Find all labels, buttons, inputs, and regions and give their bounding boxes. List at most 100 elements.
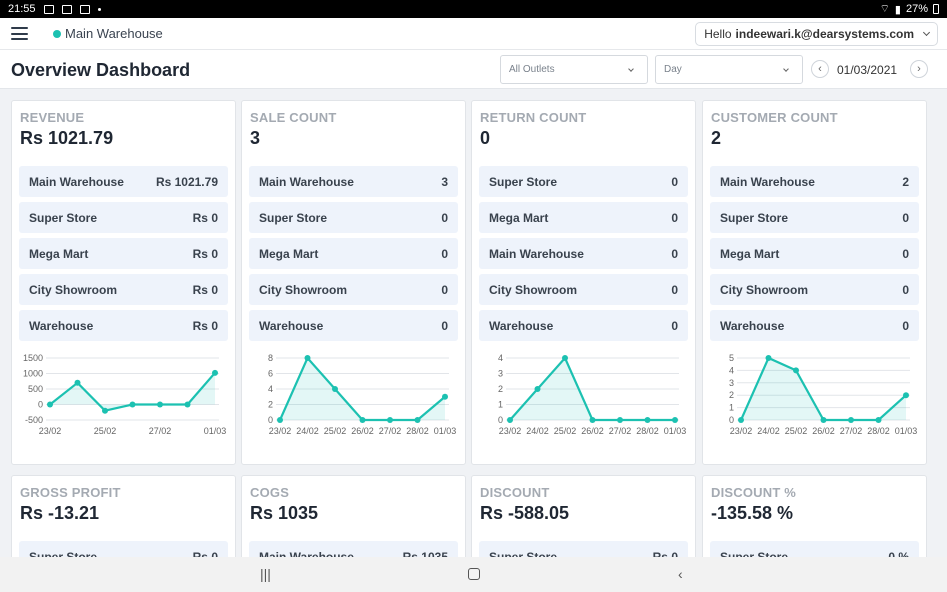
- list-item: City Showroom Rs 0: [19, 274, 228, 305]
- outlet-name: Warehouse: [720, 318, 785, 333]
- period-select[interactable]: Day: [655, 55, 803, 84]
- list-item: Mega Mart Rs 0: [19, 238, 228, 269]
- status-bar: 21:55 ⌔ ▮ 27%: [0, 0, 947, 18]
- battery-level: 27%: [905, 3, 928, 15]
- y-tick-label: 4: [268, 384, 273, 394]
- greeting: Hello: [704, 27, 732, 41]
- card-value: Rs -588.05: [480, 503, 570, 523]
- menu-icon[interactable]: [11, 27, 28, 40]
- chevron-down-icon: [922, 28, 931, 37]
- card-title: DISCOUNT %: [711, 485, 797, 500]
- outlet-name: Warehouse: [489, 318, 554, 333]
- outlet-name: Mega Mart: [259, 246, 319, 261]
- list-item: Main Warehouse 0: [479, 238, 688, 269]
- card-title: COGS: [250, 485, 290, 500]
- user-menu[interactable]: Hello indeewari.k@dearsystems.com: [695, 22, 938, 46]
- x-tick-label: 01/03: [434, 426, 457, 436]
- x-tick-label: 24/02: [526, 426, 549, 436]
- outlet-value: 0: [671, 318, 678, 333]
- back-button[interactable]: ‹: [678, 566, 683, 582]
- outlet-name: Mega Mart: [29, 246, 89, 261]
- status-time: 21:55: [8, 3, 36, 15]
- y-tick-label: 5: [729, 353, 734, 363]
- outlet-select-value: All Outlets: [509, 64, 555, 75]
- trend-chart: 8 6 4 2 023/02 24/02 25/02 26/02 27/02 28/02 01/03: [268, 353, 457, 436]
- outlet-breakdown-list: Main Warehouse 2 Super Store 0 Mega Mart 0 Cit…: [710, 166, 919, 346]
- outlet-value: Rs 0: [192, 210, 218, 225]
- outlet-value: Rs 1021.79: [155, 174, 218, 189]
- location-status-dot: [53, 29, 61, 38]
- card-value: 0: [480, 128, 491, 148]
- y-tick-label: 4: [729, 365, 734, 375]
- next-date-button[interactable]: ›: [910, 60, 928, 78]
- x-tick-label: 25/02: [94, 426, 117, 436]
- outlet-value: 0: [671, 174, 678, 189]
- data-point: [765, 355, 772, 361]
- x-tick-label: 26/02: [351, 426, 374, 436]
- outlet-value: 0: [441, 318, 448, 333]
- x-tick-label: 27/02: [379, 426, 402, 436]
- wifi-icon: ⌔: [879, 3, 890, 15]
- y-tick-label: 1000: [23, 369, 43, 379]
- outlet-breakdown-list: Main Warehouse 3 Super Store 0 Mega Mart 0 Cit…: [249, 166, 458, 346]
- previous-date-button[interactable]: ‹: [811, 60, 829, 78]
- list-item: Warehouse 0: [249, 310, 458, 341]
- x-tick-label: 27/02: [609, 426, 632, 436]
- list-item: Warehouse 0: [479, 310, 688, 341]
- image-icon: [61, 4, 72, 14]
- x-tick-label: 01/03: [664, 426, 687, 436]
- x-tick-label: 01/03: [895, 426, 918, 436]
- list-item: Warehouse Rs 0: [19, 310, 228, 341]
- recent-apps-button[interactable]: |||: [260, 566, 271, 582]
- outlet-value: 0: [441, 210, 448, 225]
- metric-card: SALE COUNT 3 Main Warehouse 3 Super Store 0 Me…: [241, 100, 466, 465]
- data-point: [617, 417, 623, 423]
- metric-card: REVENUE Rs 1021.79 Main Warehouse Rs 1021.7…: [11, 100, 236, 465]
- x-tick-label: 24/02: [296, 426, 319, 436]
- chevron-down-icon: [628, 66, 634, 72]
- x-tick-label: 27/02: [149, 426, 172, 436]
- outlet-value: Rs 0: [192, 282, 218, 297]
- outlet-value: 0: [902, 210, 909, 225]
- android-nav-bar: ||| ‹: [0, 557, 947, 592]
- card-value: 3: [250, 128, 261, 148]
- selected-date: 01/03/2021: [837, 63, 898, 77]
- data-point: [212, 369, 218, 376]
- card-title: RETURN COUNT: [480, 110, 587, 125]
- toolbar: Overview Dashboard All Outlets Day ‹ 01/…: [0, 50, 947, 89]
- list-item: City Showroom 0: [479, 274, 688, 305]
- outlet-value: 2: [902, 174, 909, 189]
- outlet-name: Super Store: [29, 210, 98, 225]
- page-title: Overview Dashboard: [11, 60, 191, 80]
- x-tick-label: 23/02: [730, 426, 753, 436]
- data-point: [589, 417, 596, 423]
- outlet-value: 0: [441, 246, 448, 261]
- outlet-select[interactable]: All Outlets: [500, 55, 648, 84]
- data-point: [534, 386, 541, 392]
- outlet-value: Rs 0: [192, 246, 218, 261]
- period-select-value: Day: [664, 64, 682, 75]
- outlet-value: 0: [671, 282, 678, 297]
- data-point: [47, 401, 53, 408]
- data-point: [820, 417, 827, 423]
- current-location[interactable]: Main Warehouse: [65, 26, 163, 41]
- home-button[interactable]: [468, 568, 480, 580]
- y-tick-label: 3: [498, 369, 503, 379]
- y-tick-label: -500: [25, 415, 43, 425]
- list-item: Mega Mart 0: [249, 238, 458, 269]
- y-tick-label: 4: [498, 353, 503, 363]
- area-fill: [741, 358, 906, 420]
- data-point: [875, 417, 882, 423]
- x-tick-label: 23/02: [269, 426, 292, 436]
- data-point: [903, 392, 909, 399]
- trend-chart: 5 4 3 2 1 023/02 24/02 25/02 26/02 27/02 28/02 01/0…: [729, 353, 918, 436]
- x-tick-label: 01/03: [204, 426, 227, 436]
- data-point: [507, 417, 513, 423]
- y-tick-label: 0: [38, 400, 43, 410]
- list-item: Main Warehouse Rs 1021.79: [19, 166, 228, 197]
- card-title: DISCOUNT: [480, 485, 550, 500]
- card-value: Rs -13.21: [20, 503, 100, 523]
